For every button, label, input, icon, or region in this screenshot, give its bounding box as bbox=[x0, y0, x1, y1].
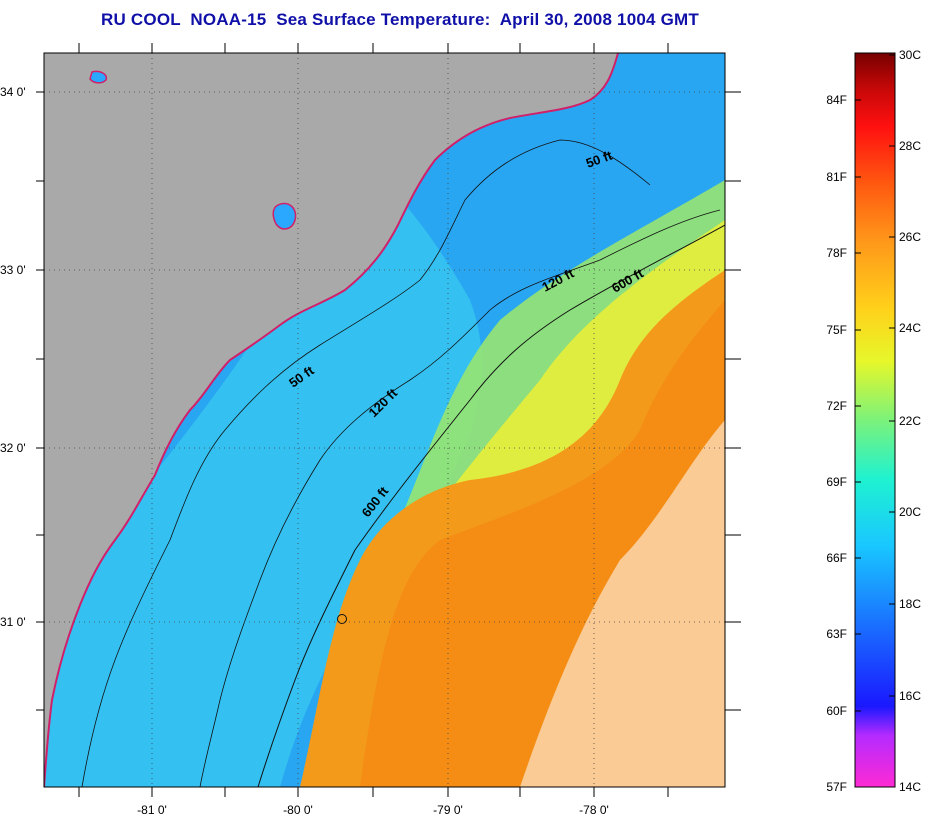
colorbar-f-69: 69F bbox=[826, 475, 847, 489]
colorbar: 84F 81F 78F 75F 72F 69F 66F 63F 60F 57F … bbox=[826, 48, 921, 794]
colorbar-c-14: 14C bbox=[899, 780, 921, 794]
colorbar-c-24: 24C bbox=[899, 321, 921, 335]
colorbar-f-75: 75F bbox=[826, 323, 847, 337]
colorbar-c-26: 26C bbox=[899, 230, 921, 244]
colorbar-c-20: 20C bbox=[899, 505, 921, 519]
colorbar-c-16: 16C bbox=[899, 689, 921, 703]
graticule bbox=[44, 53, 725, 787]
colorbar-f-ticks bbox=[855, 99, 861, 788]
colorbar-f-84: 84F bbox=[826, 93, 847, 107]
land-mass bbox=[44, 53, 618, 787]
inland-lake bbox=[272, 202, 297, 230]
contour-50ft bbox=[81, 139, 651, 787]
lon-label-81: -81 0' bbox=[137, 803, 167, 817]
colorbar-c-30: 30C bbox=[899, 48, 921, 62]
colorbar-f-72: 72F bbox=[826, 399, 847, 413]
lon-label-78: -78 0' bbox=[579, 803, 609, 817]
colorbar-f-60: 60F bbox=[826, 704, 847, 718]
axis-ticks bbox=[36, 43, 741, 797]
cloud-speckle-region bbox=[520, 420, 725, 787]
inland-lake-small bbox=[89, 70, 108, 84]
colorbar-gradient bbox=[854, 52, 896, 788]
lon-label-79: -79 0' bbox=[433, 803, 463, 817]
colorbar-f-57: 57F bbox=[826, 780, 847, 794]
contour-120ft bbox=[199, 209, 721, 787]
lat-label-34: 34 0' bbox=[0, 85, 26, 99]
colorbar-f-63: 63F bbox=[826, 627, 847, 641]
lat-label-32: 32 0' bbox=[0, 441, 26, 455]
colorbar-f-66: 66F bbox=[826, 551, 847, 565]
lat-label-31: 31 0' bbox=[0, 615, 26, 629]
coastline bbox=[44, 53, 619, 787]
lon-label-80: -80 0' bbox=[283, 803, 313, 817]
colorbar-c-28: 28C bbox=[899, 139, 921, 153]
shelf-cyan-band bbox=[44, 120, 482, 787]
colorbar-c-ticks bbox=[889, 54, 895, 788]
colorbar-f-78: 78F bbox=[826, 246, 847, 260]
map-panel: 50 ft 50 ft 120 ft 120 ft 600 ft 600 ft bbox=[44, 53, 725, 787]
contour-600ft bbox=[257, 224, 725, 787]
map-title: RU COOL NOAA-15 Sea Surface Temperature:… bbox=[101, 10, 699, 29]
colorbar-f-81: 81F bbox=[826, 170, 847, 184]
colorbar-c-22: 22C bbox=[899, 414, 921, 428]
map-frame bbox=[43, 52, 726, 788]
lat-label-33: 33 0' bbox=[0, 263, 26, 277]
station-marker bbox=[337, 614, 347, 624]
colorbar-c-18: 18C bbox=[899, 597, 921, 611]
